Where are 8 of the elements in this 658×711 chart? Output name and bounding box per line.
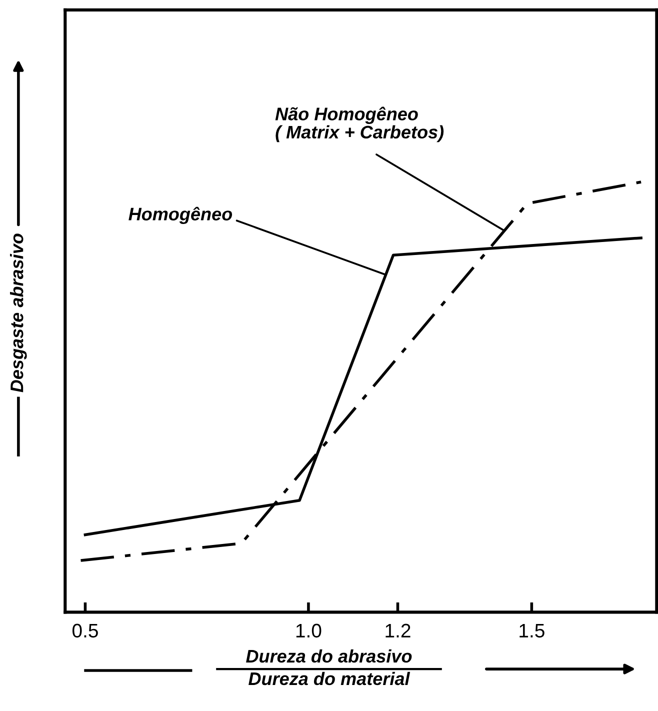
x-tick-label: 1.5 <box>520 624 544 638</box>
text: Homogêneo <box>128 206 232 224</box>
x-tick-label: 1.2 <box>386 624 410 638</box>
x-tick-label: 1.0 <box>296 624 322 638</box>
y-axis-title: Desgaste abrasivo <box>10 234 27 392</box>
x-tick-label: 0.5 <box>72 624 98 638</box>
x-axis-title: Dureza do abrasivo Dureza do material <box>246 649 412 686</box>
text: Não Homogêneo ( Matrix + Carbetos) <box>275 106 444 142</box>
